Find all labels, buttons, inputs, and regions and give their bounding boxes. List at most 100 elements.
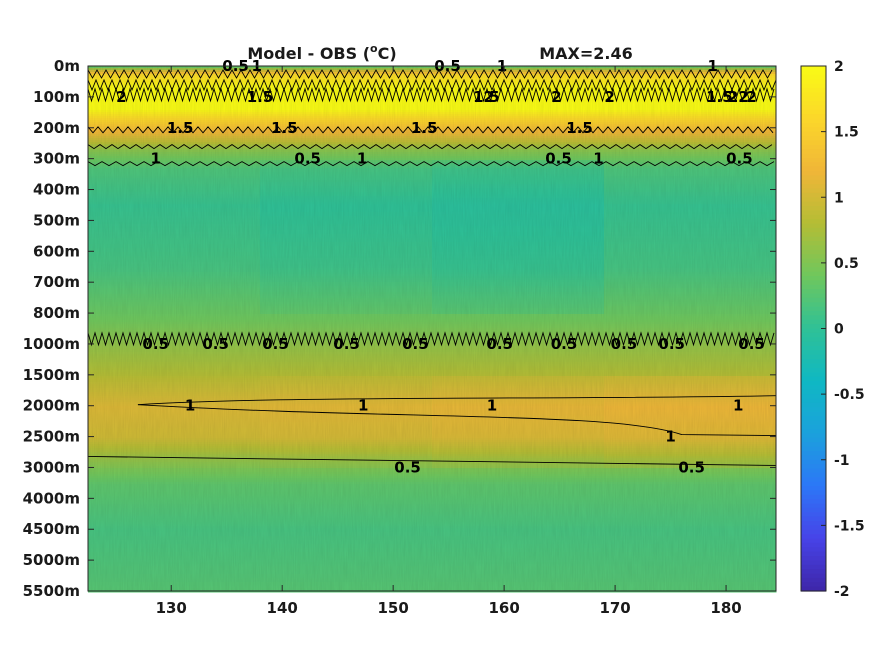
colorbar-stripe [801, 276, 826, 281]
colorbar-tick-label: 1.5 [834, 125, 859, 141]
colorbar-stripe [801, 486, 826, 491]
colorbar-stripe [801, 315, 826, 321]
colorbar-stripe [801, 74, 826, 80]
contour-label: 0.5 [551, 335, 578, 353]
colorbar-stripe [801, 416, 826, 421]
contour-label: 0.5 [294, 150, 321, 168]
colorbar-stripe [801, 455, 826, 461]
colorbar-stripe [801, 192, 826, 198]
y-tick-label: 4500m [23, 520, 80, 538]
x-tick-label: 170 [599, 599, 630, 617]
colorbar-stripe [801, 219, 826, 225]
contour-label: 1 [593, 150, 603, 168]
colorbar-stripe [801, 188, 826, 194]
contour-label: 2 [116, 88, 126, 106]
y-tick-label: 2000m [23, 397, 80, 415]
contour-label: 1.5 [247, 88, 274, 106]
contour-line-2 [87, 87, 775, 103]
y-tick-label: 200m [33, 119, 80, 137]
colorbar-stripe [801, 96, 826, 102]
colorbar-stripe [801, 162, 826, 168]
colorbar-stripe [801, 551, 826, 557]
colorbar-stripe [801, 79, 826, 85]
y-axis: 0m 100m 200m 300m 400m 500m 600m 700m 800m 1000m 1… [23, 57, 776, 600]
y-tick-label: 5000m [23, 551, 80, 569]
colorbar-stripe [801, 363, 826, 369]
colorbar-stripe [801, 451, 826, 456]
contour-label: 1.5 [706, 88, 733, 106]
contour-label: 0.5 [142, 335, 169, 353]
y-tick-label: 1500m [23, 366, 80, 384]
contour-label: 0.5 [394, 458, 421, 476]
colorbar-stripe [801, 468, 826, 474]
colorbar-stripe [801, 521, 826, 526]
colorbar-stripe [801, 109, 826, 115]
y-tick-label: 2500m [23, 428, 80, 446]
contour-label: 0.5 [202, 335, 229, 353]
colorbar-stripe [801, 512, 826, 518]
colorbar-stripe [801, 398, 826, 404]
contour-label: 1 [733, 397, 743, 415]
colorbar-stripe [801, 503, 826, 509]
contour-label: 0.5 [726, 150, 753, 168]
colorbar-tick-label: -1.5 [834, 518, 865, 534]
colorbar-stripe [801, 573, 826, 579]
colorbar-stripe [801, 236, 826, 242]
colorbar-stripe [801, 136, 826, 141]
y-tick-label: 800m [33, 304, 80, 322]
contour-label: 1.5 [411, 119, 438, 137]
colorbar-stripe [801, 499, 826, 505]
colorbar-stripe [801, 477, 826, 483]
colorbar-stripe [801, 140, 826, 146]
colorbar-tick-label: -2 [834, 584, 850, 600]
colorbar-stripe [801, 542, 826, 548]
colorbar-stripe [801, 472, 826, 478]
colorbar-stripe [801, 337, 826, 343]
colorbar-stripe [801, 556, 826, 561]
colorbar-stripe [801, 302, 826, 308]
contour-label: 1 [487, 397, 497, 415]
x-tick-label: 130 [156, 599, 187, 617]
colorbar-stripe [801, 131, 826, 137]
colorbar-stripe [801, 127, 826, 133]
colorbar-stripe [801, 359, 826, 365]
x-tick-label: 150 [378, 599, 409, 617]
y-tick-label: 300m [33, 150, 80, 168]
colorbar-stripe [801, 516, 826, 522]
contour-label: 1.5 [566, 119, 593, 137]
contour-line-1-5 [87, 126, 774, 134]
contour-label: 0.5 [678, 458, 705, 476]
colorbar-stripe [801, 297, 826, 303]
colorbar-stripe [801, 311, 826, 316]
contour-label: 1 [357, 150, 367, 168]
max-label: MAX=2.46 [539, 44, 633, 63]
colorbar-stripe [801, 280, 826, 286]
colorbar-stripe [801, 66, 826, 71]
colorbar-stripe [801, 385, 826, 391]
y-tick-label: 5500m [23, 582, 80, 600]
contour-label: 2 [746, 88, 756, 106]
contour-label: 1.5 [167, 119, 194, 137]
colorbar: 2 1.5 1 0.5 0 -0.5 -1 -1.5 -2 [800, 59, 865, 600]
colorbar-stripe [801, 547, 826, 553]
colorbar-stripe [801, 105, 826, 111]
colorbar-stripe [801, 389, 826, 395]
contour-line-0-5-mid [87, 331, 775, 347]
contour-line-0-5-top [87, 69, 773, 79]
colorbar-stripe [801, 249, 826, 255]
colorbar-tick-label: 0 [834, 322, 844, 338]
contour-label: 1 [185, 397, 195, 415]
y-tick-label: 0m [54, 57, 80, 75]
colorbar-stripe [801, 402, 826, 408]
contour-label: 0.5 [611, 335, 638, 353]
colorbar-stripe [801, 350, 826, 356]
colorbar-stripe [801, 232, 826, 238]
colorbar-stripe [801, 114, 826, 120]
contour-label: 0.5 [545, 150, 572, 168]
colorbar-stripe [801, 306, 826, 312]
plot-frame [87, 65, 777, 592]
colorbar-tick-label: -1 [834, 453, 850, 469]
contour-label: 2 [483, 88, 493, 106]
contour-line-1-deep-lower [137, 404, 777, 437]
